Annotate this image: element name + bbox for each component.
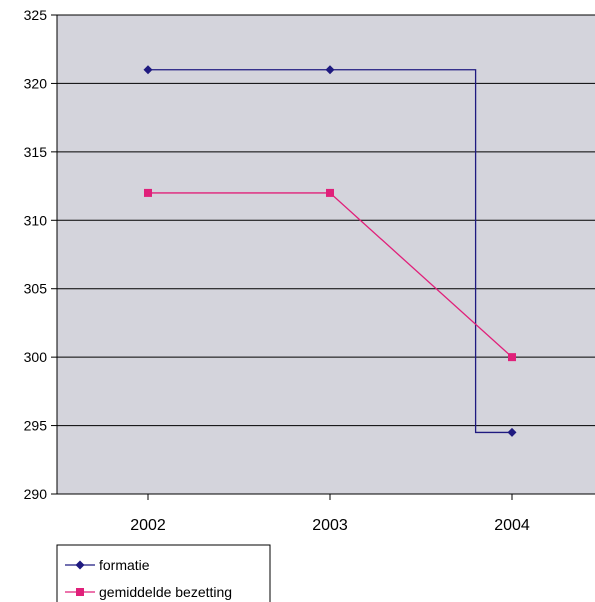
- x-tick-label: 2004: [494, 517, 530, 534]
- plot-area: [57, 15, 595, 494]
- legend-square-icon: [76, 588, 84, 596]
- data-point-formatie-2004: [507, 427, 517, 437]
- legend-label-bezetting: gemiddelde bezetting: [99, 584, 232, 600]
- x-tick-label: 2003: [312, 517, 348, 534]
- y-tick-label: 295: [24, 418, 48, 434]
- data-point-bezetting-2004: [508, 353, 516, 362]
- legend-diamond-icon: [75, 560, 85, 570]
- y-tick-label: 325: [24, 7, 48, 23]
- x-tick-label: 2002: [130, 517, 166, 534]
- data-point-bezetting-2003: [326, 188, 334, 197]
- y-axis-ticks: 290 295 300 305 310 315 320 325: [24, 7, 57, 502]
- y-tick-label: 320: [24, 75, 48, 91]
- y-tick-label: 310: [24, 212, 48, 228]
- y-tick-label: 305: [24, 281, 48, 297]
- y-tick-label: 300: [24, 349, 48, 365]
- data-point-bezetting-2002: [144, 188, 152, 197]
- legend-label-formatie: formatie: [99, 557, 150, 573]
- y-tick-label: 315: [24, 144, 48, 160]
- legend: formatie gemiddelde bezetting: [56, 544, 271, 602]
- data-point-formatie-2003: [325, 65, 335, 75]
- data-point-formatie-2002: [143, 65, 153, 75]
- series-line-formatie: [148, 69, 512, 434]
- x-axis-ticks: 2002 2003 2004: [130, 494, 530, 534]
- y-tick-label: 290: [24, 486, 48, 502]
- grid: [57, 14, 595, 427]
- series-group: [143, 65, 517, 437]
